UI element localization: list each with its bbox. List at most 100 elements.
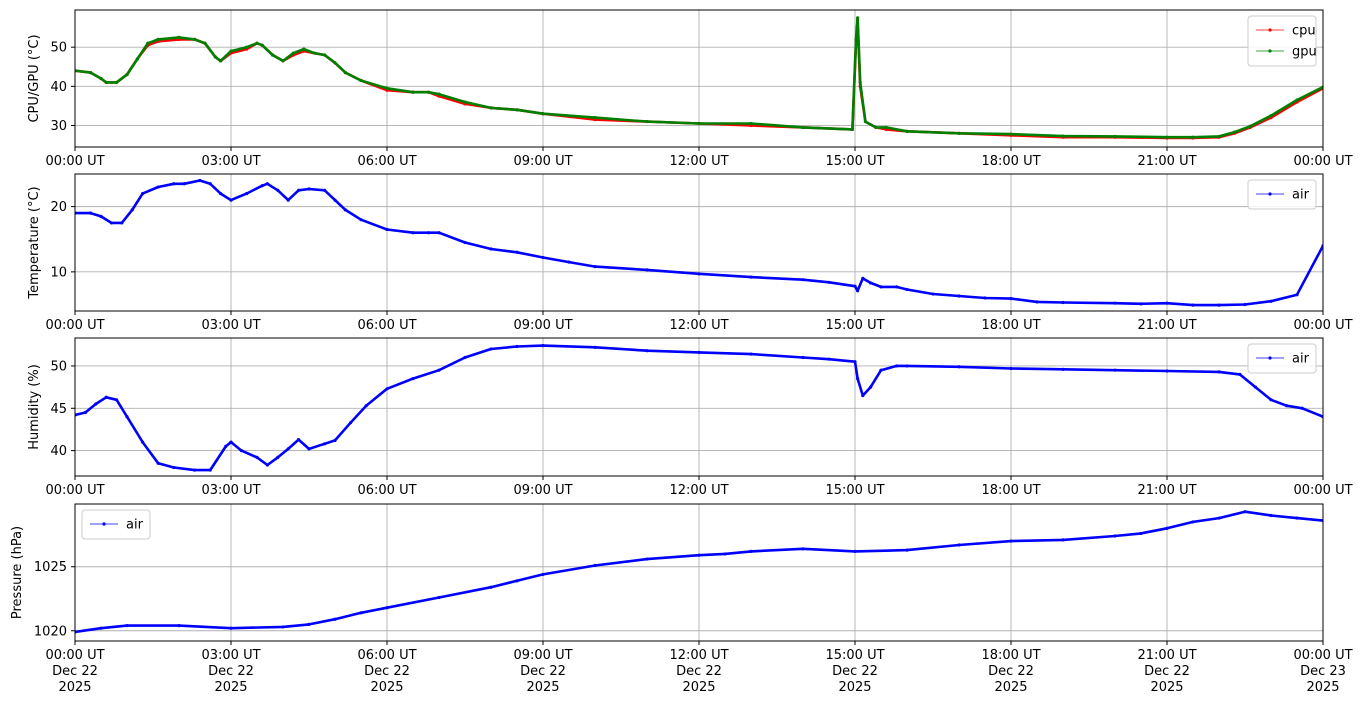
data-point [895,285,899,289]
data-point [869,281,873,285]
data-point [94,402,98,406]
data-point [286,447,290,451]
x-tick-label: 15:00 UT Dec 22 2025 [825,648,884,695]
y-tick-label: 1020 [34,624,67,639]
data-point [1191,303,1195,307]
data-point [115,80,119,85]
data-point [489,347,493,351]
subplot-2: 00:00 UT 03:00 UT 06:00 UT 09:00 UT 12:00 UT… [27,173,1353,333]
data-point [271,53,275,57]
data-point [1113,301,1117,305]
data-point [801,355,805,360]
data-point [156,461,160,465]
data-point [333,617,337,621]
data-point [1243,302,1247,307]
data-point [1269,114,1273,118]
data-point [1295,293,1299,297]
data-point [957,131,961,135]
data-point [1248,124,1252,128]
legend: air [1247,343,1317,374]
x-tick-label: 18:00 UT [981,154,1040,169]
y-tick-label: 40 [50,444,67,459]
data-point [827,357,831,361]
data-point [1113,534,1117,538]
data-point [104,395,108,399]
series-air [75,178,1323,307]
x-tick-label: 06:00 UT [357,483,416,498]
data-point [323,188,327,192]
data-point [1300,406,1304,410]
data-point [1191,135,1195,139]
data-point [749,549,753,553]
data-point [359,78,363,83]
legend-marker [102,522,106,526]
data-point [141,191,145,196]
data-point [104,80,108,85]
data-point [385,606,389,610]
data-point [385,227,389,232]
x-tick-label: 15:00 UT [825,483,884,498]
data-point [219,59,223,63]
data-point [156,185,160,189]
data-point [1233,130,1237,134]
data-point [697,121,701,126]
data-point [697,553,701,557]
data-point [1061,538,1065,542]
data-point [931,292,935,296]
x-tick-label: 09:00 UT [513,483,572,498]
data-point [260,184,264,188]
data-point [109,221,113,225]
data-point [385,387,389,391]
series-air [75,510,1323,634]
data-point [437,92,441,96]
data-point [172,465,176,470]
x-tick-label: 00:00 UT Dec 22 2025 [45,648,104,695]
legend-box [1247,179,1317,210]
data-point [879,285,883,289]
data-point [89,211,93,215]
legend-box [1247,15,1317,67]
data-point [1253,385,1257,389]
data-point [1061,367,1065,371]
data-point [856,377,860,381]
x-tick-label: 09:00 UT Dec 22 2025 [513,648,572,695]
data-point [856,289,860,293]
data-point [193,37,197,41]
data-point [125,415,129,419]
data-point [1009,539,1013,543]
data-point [427,231,431,235]
legend-marker [1268,49,1272,53]
data-point [411,231,415,235]
data-point [224,444,228,448]
data-point [193,468,197,472]
data-point [983,296,987,300]
data-point [850,127,855,131]
data-point [463,100,467,104]
series-line [75,510,1323,634]
x-tick-label: 18:00 UT Dec 22 2025 [981,648,1040,695]
data-point [343,208,347,212]
data-point [281,625,285,629]
data-point [1113,134,1117,139]
data-point [281,59,285,63]
data-point [219,191,223,196]
data-point [1269,299,1273,303]
data-point [827,280,831,284]
data-point [99,76,103,81]
data-point [1165,369,1169,373]
x-tick-label: 09:00 UT [513,318,572,333]
data-point [515,344,519,349]
legend-label: air [1292,352,1310,367]
x-tick-label: 00:00 UT [45,318,104,333]
data-point [125,72,129,77]
data-point [115,398,119,402]
data-point [895,364,899,368]
x-tick-label: 00:00 UT [1293,318,1352,333]
y-tick-label: 50 [50,359,67,374]
legend-box [1247,343,1317,374]
legend-label: air [126,518,144,533]
data-point [323,53,327,57]
data-point [343,71,347,75]
data-point [884,125,888,130]
data-point [489,247,493,251]
